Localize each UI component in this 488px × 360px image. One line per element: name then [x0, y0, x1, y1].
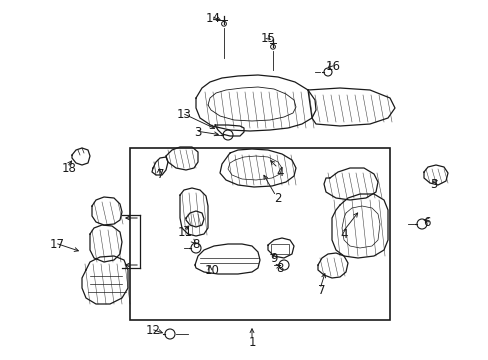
Text: 8: 8 — [276, 261, 283, 274]
Text: 17: 17 — [49, 238, 64, 252]
Text: 12: 12 — [145, 324, 160, 338]
Text: 5: 5 — [429, 179, 437, 192]
Text: 8: 8 — [192, 238, 199, 251]
Text: 6: 6 — [423, 216, 430, 229]
Text: 3: 3 — [194, 126, 201, 139]
Text: 14: 14 — [205, 12, 220, 24]
Text: 9: 9 — [270, 252, 277, 265]
Text: 18: 18 — [61, 162, 76, 175]
Text: 15: 15 — [260, 31, 275, 45]
Text: 4: 4 — [276, 166, 283, 179]
Text: 10: 10 — [204, 265, 219, 278]
Text: 1: 1 — [248, 336, 255, 348]
Bar — [130, 148, 389, 320]
Text: 4: 4 — [340, 229, 347, 242]
Text: 2: 2 — [274, 192, 281, 204]
Text: 13: 13 — [176, 108, 191, 122]
Bar — [270, 244, 288, 254]
Text: 16: 16 — [325, 60, 340, 73]
Text: 7: 7 — [157, 168, 164, 181]
Text: 11: 11 — [177, 225, 192, 238]
Text: 7: 7 — [318, 284, 325, 297]
